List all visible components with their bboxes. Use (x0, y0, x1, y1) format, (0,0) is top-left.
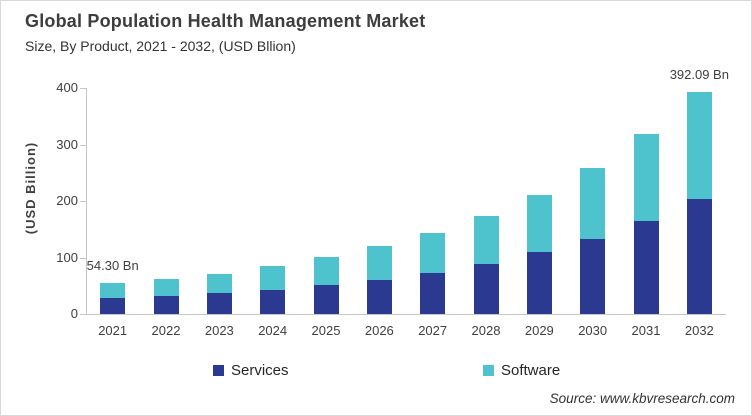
bar-segment-services-2031 (633, 221, 659, 314)
x-tick-label: 2025 (311, 323, 341, 338)
bar-segment-software-2029 (526, 195, 552, 253)
bar-segment-services-2021 (100, 298, 126, 314)
bar-segment-services-2024 (260, 289, 286, 314)
x-tick-label: 2032 (684, 323, 714, 338)
y-tick-label: 400 (56, 80, 78, 95)
x-tick-label: 2029 (524, 323, 554, 338)
bar-segment-software-2024 (260, 265, 286, 290)
y-tick-mark (80, 201, 86, 202)
chart-title: Global Population Health Management Mark… (25, 11, 426, 31)
bar-segment-software-2028 (473, 216, 499, 264)
y-tick-label: 0 (70, 306, 78, 321)
bar-segment-services-2027 (420, 272, 446, 314)
bar-segment-software-2021 (100, 283, 126, 299)
plot-area: 0 100 200 300 400 2021 2022 2023 2024 2025 2026 202… (56, 67, 729, 338)
bar-segment-software-2030 (580, 167, 606, 239)
bar-segment-services-2025 (313, 284, 339, 314)
legend-label: Software (501, 362, 561, 379)
x-tick-label: 2026 (364, 323, 394, 338)
x-tick-label: 2027 (418, 323, 448, 338)
legend: Services Software (1, 362, 751, 382)
x-tick-label: 2022 (151, 323, 181, 338)
y-tick-mark (80, 314, 86, 315)
legend-item-services: Services (213, 362, 289, 379)
bar-segment-software-2031 (633, 133, 659, 222)
x-tick-label: 2030 (578, 323, 608, 338)
x-tick-label: 2023 (204, 323, 234, 338)
x-tick-label: 2024 (258, 323, 288, 338)
y-tick-mark (80, 88, 86, 89)
source-credit: Source: www.kbvresearch.com (549, 391, 735, 406)
y-axis-line (86, 88, 87, 315)
y-tick-mark (80, 144, 86, 146)
bar-segment-services-2023 (206, 293, 232, 314)
x-tick-label: 2031 (631, 323, 661, 338)
bar-segment-services-2022 (153, 295, 179, 314)
bar-segment-services-2030 (580, 238, 606, 314)
legend-label: Services (231, 362, 289, 379)
y-tick-mark (80, 257, 86, 259)
bar-total-label: 392.09 Bn (669, 67, 729, 83)
bar-segment-software-2025 (313, 256, 339, 285)
bar-total-label: 54.30 Bn (86, 258, 139, 274)
x-tick-label: 2028 (471, 323, 501, 338)
bar-segment-services-2028 (473, 263, 499, 314)
y-tick-label: 200 (56, 193, 78, 208)
bar-segment-services-2026 (366, 279, 392, 314)
bar-segment-services-2032 (686, 198, 712, 314)
bar-segment-software-2022 (153, 278, 179, 296)
chart-subtitle: Size, By Product, 2021 - 2032, (USD Blli… (25, 38, 296, 54)
legend-swatch-services (213, 365, 224, 376)
bar-segment-software-2032 (686, 92, 712, 199)
x-axis-line (86, 314, 726, 315)
bar-segment-software-2027 (420, 233, 446, 273)
y-tick-label: 100 (56, 249, 78, 265)
y-axis-title: (USD Billion) (23, 141, 38, 235)
x-tick-label: 2021 (98, 323, 128, 338)
bar-segment-software-2023 (206, 273, 232, 294)
legend-item-software: Software (483, 362, 560, 379)
bar-segment-software-2026 (366, 246, 392, 280)
y-tick-label: 300 (56, 136, 78, 152)
legend-swatch-software (483, 365, 494, 376)
bar-segment-services-2029 (526, 252, 552, 314)
